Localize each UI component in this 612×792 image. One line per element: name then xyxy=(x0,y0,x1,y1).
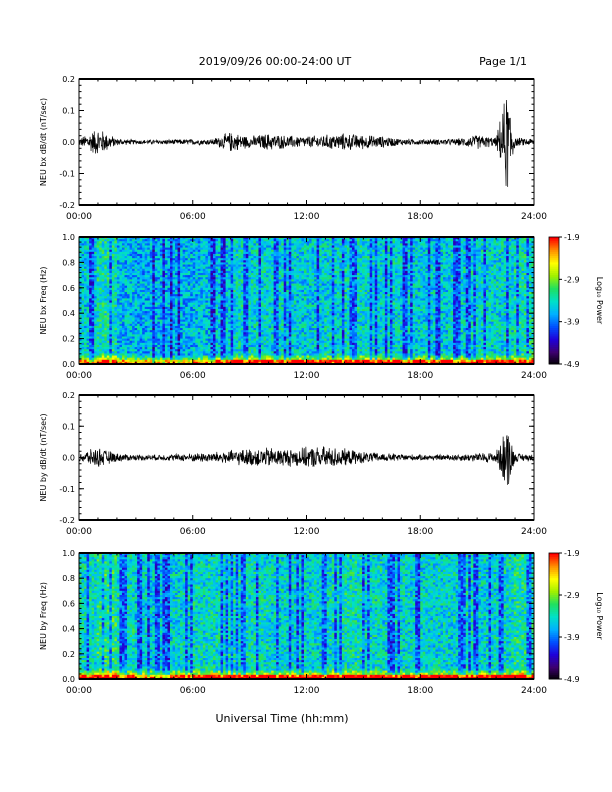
y-tick-label: 0.2 xyxy=(62,75,75,84)
x-tick-label: 00:00 xyxy=(66,212,92,222)
x-tick-label: 24:00 xyxy=(521,212,547,222)
y-tick-label: 0.1 xyxy=(62,107,75,116)
x-tick-label: 06:00 xyxy=(180,212,206,222)
y-tick-label: -0.2 xyxy=(59,201,75,210)
x-tick-label: 12:00 xyxy=(294,212,320,222)
y-tick-label: 0.0 xyxy=(62,138,75,147)
signal-trace xyxy=(79,100,534,187)
y-axis-label: NEU bx dB/dt (nT/sec) xyxy=(39,98,48,186)
panel-1: 00:00 06:00 12:00 18:00 24:00 0.2 0.1 0.0 -0.1 -0… xyxy=(39,75,547,222)
figure-title: 2019/09/26 00:00-24:00 UT xyxy=(199,55,352,68)
x-tick-label: 18:00 xyxy=(407,212,433,222)
panels: 00:00 06:00 12:00 18:00 24:00 0.2 0.1 0.0 -0.1 -0… xyxy=(39,75,604,696)
y-tick-label: -0.1 xyxy=(59,170,75,179)
page-indicator: Page 1/1 xyxy=(479,55,527,68)
figure: 2019/09/26 00:00-24:00 UT Page 1/1 00:00… xyxy=(0,0,612,792)
